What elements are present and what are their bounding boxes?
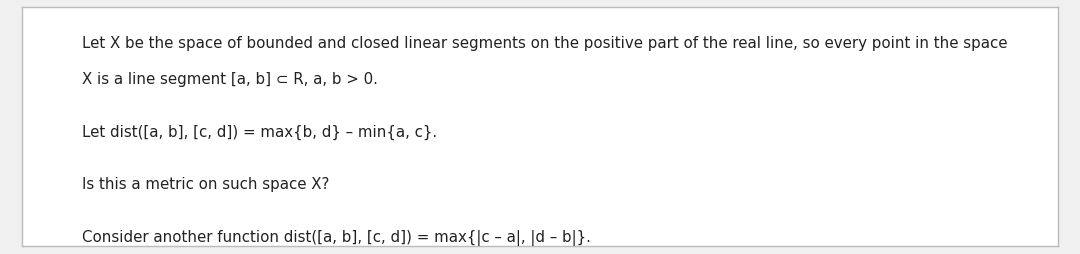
Text: Consider another function dist([a, b], [c, d]) = max{|c – a|, |d – b|}.: Consider another function dist([a, b], […: [82, 229, 591, 245]
Text: X is a line segment [a, b] ⊂ R, a, b > 0.: X is a line segment [a, b] ⊂ R, a, b > 0…: [82, 72, 378, 87]
Text: Let dist([a, b], [c, d]) = max{b, d} – min{a, c}.: Let dist([a, b], [c, d]) = max{b, d} – m…: [82, 124, 436, 139]
Text: Let X be the space of bounded and closed linear segments on the positive part of: Let X be the space of bounded and closed…: [82, 36, 1008, 51]
Text: Is this a metric on such space X?: Is this a metric on such space X?: [82, 177, 329, 192]
